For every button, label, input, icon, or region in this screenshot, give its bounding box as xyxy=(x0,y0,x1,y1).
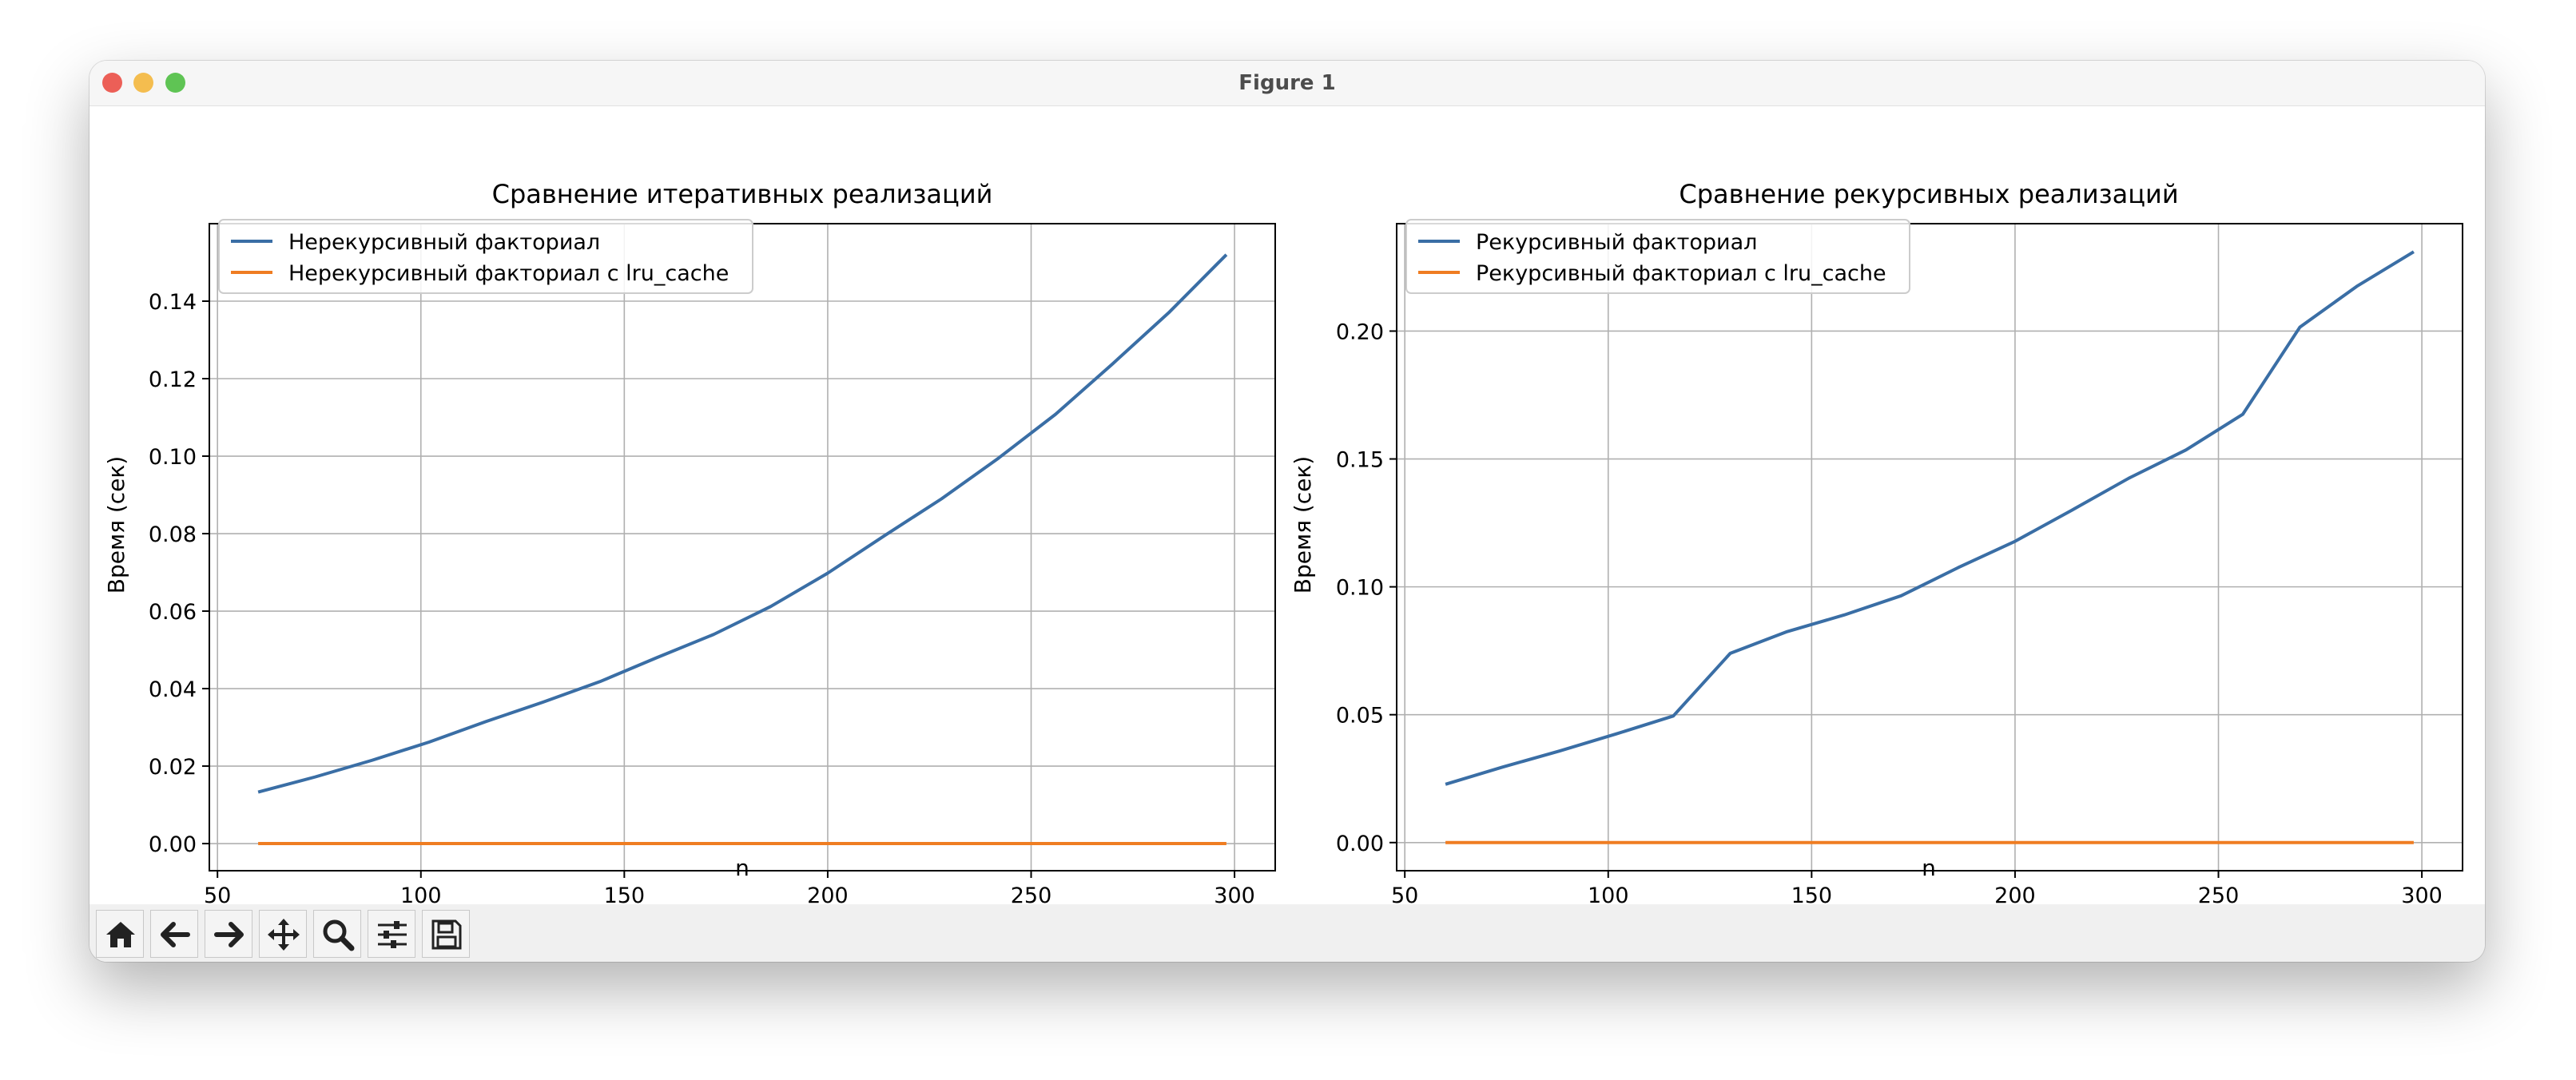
y-axis-label: Время (сек) xyxy=(1290,456,1316,594)
y-tick-label: 0.20 xyxy=(1336,320,1384,344)
x-axis-label: n xyxy=(735,855,749,881)
chart-right: Сравнение рекурсивных реализаций 50 100 15… xyxy=(1290,179,2463,908)
legend-label: Нерекурсивный факториал с lru_cache xyxy=(288,261,729,286)
legend-label: Рекурсивный факториал с lru_cache xyxy=(1476,261,1886,286)
y-tick-label: 0.15 xyxy=(1336,448,1384,473)
x-axis-label: n xyxy=(1922,855,1936,881)
close-window-button[interactable] xyxy=(102,73,122,93)
save-button[interactable] xyxy=(422,910,470,958)
y-axis-label: Время (сек) xyxy=(103,456,129,594)
window-title: Figure 1 xyxy=(1238,71,1336,95)
x-tick-label: 200 xyxy=(807,883,849,903)
forward-button[interactable] xyxy=(205,910,252,958)
plot-area: 50 100 150 200 250 300 0.00 0.02 0.04 0.06 0.08 0.1… xyxy=(149,223,1276,908)
save-icon xyxy=(431,919,462,950)
x-tick-label: 250 xyxy=(2198,883,2240,903)
y-tick-label: 0.10 xyxy=(1336,576,1384,601)
axes-frame xyxy=(1396,223,2463,872)
zoom-icon xyxy=(323,919,355,951)
series-line xyxy=(1445,250,2415,786)
y-tick-label: 0.04 xyxy=(149,677,197,702)
legend-box xyxy=(1405,219,1910,294)
zoom-button[interactable] xyxy=(313,910,361,958)
maximize-window-button[interactable] xyxy=(165,73,185,93)
charts-svg[interactable]: Сравнение итеративных реализаций 50 100 15… xyxy=(89,106,2485,908)
title-bar[interactable]: Figure 1 xyxy=(89,61,2485,106)
chart-title: Сравнение итеративных реализаций xyxy=(492,179,993,209)
legend: Нерекурсивный факториал Нерекурсивный фа… xyxy=(218,219,753,294)
back-button[interactable] xyxy=(150,910,198,958)
configure-subplots-icon xyxy=(378,921,407,948)
x-tick-label: 300 xyxy=(2401,883,2443,903)
chart-title: Сравнение рекурсивных реализаций xyxy=(1679,179,2178,209)
minimize-window-button[interactable] xyxy=(133,73,153,93)
x-tick-label: 300 xyxy=(1214,883,1255,903)
legend-label: Нерекурсивный факториал xyxy=(288,230,600,255)
figure-canvas[interactable]: Сравнение итеративных реализаций 50 100 15… xyxy=(89,106,2485,908)
y-tick-label: 0.12 xyxy=(149,367,197,392)
y-tick-label: 0.02 xyxy=(149,755,197,780)
legend: Рекурсивный факториал Рекурсивный фактор… xyxy=(1405,219,1910,294)
navigation-toolbar xyxy=(89,904,2485,962)
x-tick-label: 100 xyxy=(400,883,442,903)
configure-subplots-button[interactable] xyxy=(368,910,415,958)
plot-area: 50 100 150 200 250 300 0.00 0.05 0.10 0.15 0.20 xyxy=(1336,223,2463,908)
x-tick-label: 50 xyxy=(204,883,231,903)
y-tick-label: 0.05 xyxy=(1336,704,1384,729)
chart-left: Сравнение итеративных реализаций 50 100 15… xyxy=(103,179,1276,908)
back-arrow-icon xyxy=(161,922,190,947)
y-tick-label: 0.10 xyxy=(149,445,197,470)
x-tick-label: 100 xyxy=(1588,883,1629,903)
legend-label: Рекурсивный факториал xyxy=(1476,230,1757,255)
legend-box xyxy=(218,219,753,294)
x-tick-label: 250 xyxy=(1011,883,1052,903)
pan-button[interactable] xyxy=(259,910,307,958)
y-tick-label: 0.14 xyxy=(149,290,197,315)
forward-arrow-icon xyxy=(214,922,244,947)
home-icon xyxy=(106,922,135,947)
axes-frame xyxy=(209,223,1276,872)
y-tick-label: 0.00 xyxy=(1336,832,1384,856)
x-tick-label: 50 xyxy=(1391,883,1418,903)
x-tick-label: 150 xyxy=(1791,883,1833,903)
pan-icon xyxy=(268,919,300,951)
home-button[interactable] xyxy=(96,910,144,958)
figure-window: Figure 1 Сравнение итеративных реализаци… xyxy=(89,61,2485,962)
series-line xyxy=(257,253,1228,794)
y-tick-label: 0.00 xyxy=(149,832,197,857)
y-tick-label: 0.08 xyxy=(149,522,197,547)
x-tick-label: 200 xyxy=(1994,883,2036,903)
y-tick-label: 0.06 xyxy=(149,600,197,625)
x-tick-label: 150 xyxy=(604,883,646,903)
